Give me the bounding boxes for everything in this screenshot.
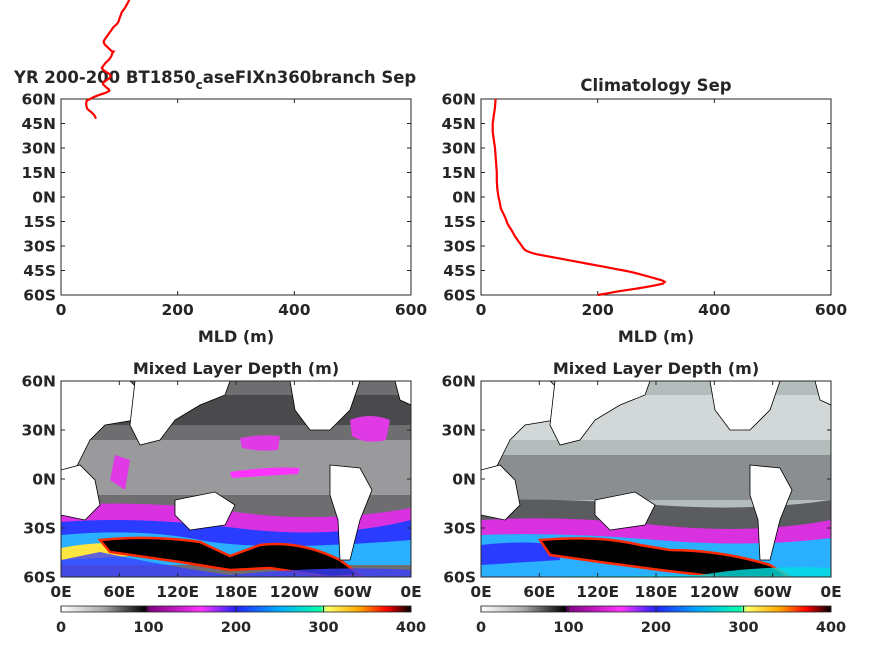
y-tick-label: 15N <box>21 164 56 182</box>
panel2-xlabel: MLD (m) <box>618 327 694 346</box>
y-tick-label: 30N <box>441 422 476 440</box>
y-tick-label: 60N <box>21 373 56 391</box>
panel2-axes-box <box>480 98 832 296</box>
x-tick-label: 60E <box>103 583 135 601</box>
panel4-x-axis: 0E 60E 120E 180E 120W 60W 0E <box>470 381 842 601</box>
panel3-x-axis: 0E 60E 120E 180E 120W 60W 0E <box>50 381 422 601</box>
map-panel-model: Mixed Layer Depth (m) <box>21 359 426 636</box>
y-tick-label: 45N <box>441 115 476 133</box>
panel4-colorbar-ticks: 0 100 200 300 400 <box>476 606 846 636</box>
colorbar-tick-label: 300 <box>728 620 758 636</box>
x-tick-label: 400 <box>698 301 731 319</box>
y-tick-label: 30N <box>441 140 476 158</box>
x-tick-label: 200 <box>581 301 614 319</box>
panel1-axes-box <box>60 98 412 296</box>
panel1-x-axis: 0 200 400 600 <box>56 99 428 319</box>
x-tick-label: 120W <box>690 583 739 601</box>
panel3-y-axis: 60N 30N 0N 30S 60S <box>21 373 411 587</box>
x-tick-label: 0E <box>470 583 491 601</box>
x-tick-label: 0E <box>820 583 841 601</box>
colorbar-tick-label: 400 <box>396 620 426 636</box>
y-tick-label: 0N <box>32 471 56 489</box>
panel1-xlabel: MLD (m) <box>198 327 274 346</box>
colorbar-tick-label: 200 <box>641 620 671 636</box>
x-tick-label: 120E <box>576 583 619 601</box>
x-tick-label: 60E <box>523 583 555 601</box>
y-tick-label: 45S <box>443 262 476 280</box>
y-tick-label: 30S <box>443 238 476 256</box>
y-tick-label: 60N <box>441 373 476 391</box>
panel3-map-field <box>61 381 411 577</box>
x-tick-label: 0 <box>476 301 487 319</box>
y-tick-label: 0N <box>452 189 476 207</box>
y-tick-label: 30S <box>23 238 56 256</box>
x-tick-label: 60W <box>753 583 792 601</box>
x-tick-label: 0E <box>50 583 71 601</box>
panel3-title: Mixed Layer Depth (m) <box>133 359 339 378</box>
y-tick-label: 0N <box>452 471 476 489</box>
x-tick-label: 600 <box>395 301 428 319</box>
y-tick-label: 45S <box>23 262 56 280</box>
panel2-y-axis: 60N 45N 30N 15N 0N 15S 30S 45S 60S <box>441 91 831 305</box>
profile-panel-model: YR 200-200 BT1850caseFIXn360branch Sep 6… <box>13 0 427 346</box>
panel3-colorbar-ticks: 0 100 200 300 400 <box>56 606 426 636</box>
panel2-x-axis: 0 200 400 600 <box>476 99 848 319</box>
y-tick-label: 15S <box>443 213 476 231</box>
y-tick-label: 30N <box>21 140 56 158</box>
panel1-title: YR 200-200 BT1850caseFIXn360branch Sep <box>13 68 416 92</box>
panel2-title: Climatology Sep <box>580 76 731 95</box>
x-tick-label: 120W <box>270 583 319 601</box>
panel4-y-axis: 60N 30N 0N 30S 60S <box>441 373 831 587</box>
y-tick-label: 30S <box>443 520 476 538</box>
profile-panel-climatology: Climatology Sep 60N45N30N15N0N15S30S45S6… <box>441 76 847 346</box>
y-tick-label: 60S <box>23 569 56 587</box>
x-tick-label: 200 <box>161 301 194 319</box>
y-tick-label: 15S <box>23 213 56 231</box>
colorbar-tick-label: 300 <box>308 620 338 636</box>
x-tick-label: 0E <box>400 583 421 601</box>
y-tick-label: 30N <box>21 422 56 440</box>
panel2-mld-line <box>491 98 667 297</box>
x-tick-label: 0 <box>56 301 67 319</box>
colorbar-tick-label: 100 <box>133 620 163 636</box>
panel4-title: Mixed Layer Depth (m) <box>553 359 759 378</box>
y-tick-label: 30S <box>23 520 56 538</box>
colorbar-tick-label: 0 <box>56 620 66 636</box>
y-tick-label: 60S <box>443 287 476 305</box>
panel1-y-axis: 60N 45N 30N 15N 0N 15S 30S 45S 60S <box>21 91 411 305</box>
y-tick-label: 60S <box>443 569 476 587</box>
y-tick-label: 60N <box>21 91 56 109</box>
x-tick-label: 180E <box>635 583 678 601</box>
colorbar-tick-label: 0 <box>476 620 486 636</box>
panel4-map-field <box>481 381 831 577</box>
colorbar-tick-label: 100 <box>553 620 583 636</box>
y-tick-label: 45N <box>21 115 56 133</box>
x-tick-label: 400 <box>278 301 311 319</box>
x-tick-label: 120E <box>156 583 199 601</box>
x-tick-label: 600 <box>815 301 848 319</box>
colorbar-tick-label: 400 <box>816 620 846 636</box>
y-tick-label: 15N <box>441 164 476 182</box>
y-tick-label: 60S <box>23 287 56 305</box>
colorbar-tick-label: 200 <box>221 620 251 636</box>
x-tick-label: 60W <box>333 583 372 601</box>
y-tick-label: 0N <box>32 189 56 207</box>
panel1-mld-line <box>84 0 131 120</box>
y-tick-label: 60N <box>441 91 476 109</box>
x-tick-label: 180E <box>215 583 258 601</box>
